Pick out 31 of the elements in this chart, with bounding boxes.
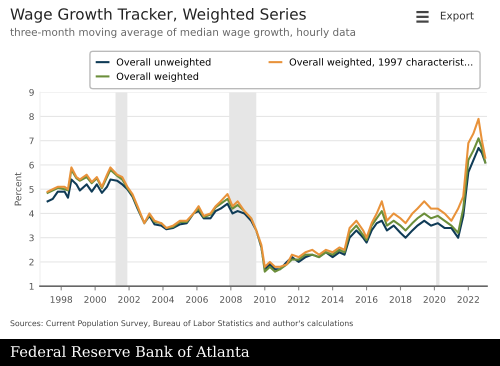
x-tick-label: 1998	[50, 296, 72, 303]
x-tick-label: 2016	[356, 296, 378, 303]
x-tick-label: 2000	[84, 296, 106, 303]
y-tick-label: 5	[29, 186, 34, 193]
x-tick-label: 2008	[220, 296, 242, 303]
y-tick-label: 4	[29, 210, 34, 217]
y-tick-label: 6	[29, 162, 34, 169]
chart-title: Wage Growth Tracker, Weighted Series	[10, 8, 306, 23]
y-tick-label: 8	[29, 113, 34, 120]
line-series	[46, 118, 486, 268]
x-tick-label: 2002	[118, 296, 140, 303]
x-tick-label: 2010	[254, 296, 276, 303]
text: Export	[440, 12, 474, 22]
x-tick-label: 2022	[458, 296, 479, 303]
y-tick-label: 2	[29, 258, 34, 266]
y-axis-title: Percent	[14, 172, 22, 206]
x-tick-label: 2020	[424, 296, 446, 303]
x-tick-label: 2014	[322, 296, 344, 303]
legend-label: Overall weighted, 1997 characterist...	[290, 58, 472, 68]
x-tick-label: 2004	[152, 296, 174, 303]
text: Federal Reserve Bank of Atlanta	[10, 346, 250, 358]
legend-label: Overall weighted	[116, 72, 198, 82]
chart-subtitle: three-month moving average of median wage growth, hourly data	[10, 28, 356, 38]
y-tick-label: 9	[29, 88, 34, 96]
x-tick-label: 2018	[390, 296, 412, 303]
x-tick-label: 2006	[186, 296, 208, 303]
x-tick-label: 2012	[288, 296, 310, 303]
y-tick-label: 3	[29, 234, 34, 242]
y-tick-label: 1	[30, 283, 34, 290]
legend-label: Overall unweighted	[116, 58, 210, 68]
y-tick-label: 7	[29, 138, 34, 144]
